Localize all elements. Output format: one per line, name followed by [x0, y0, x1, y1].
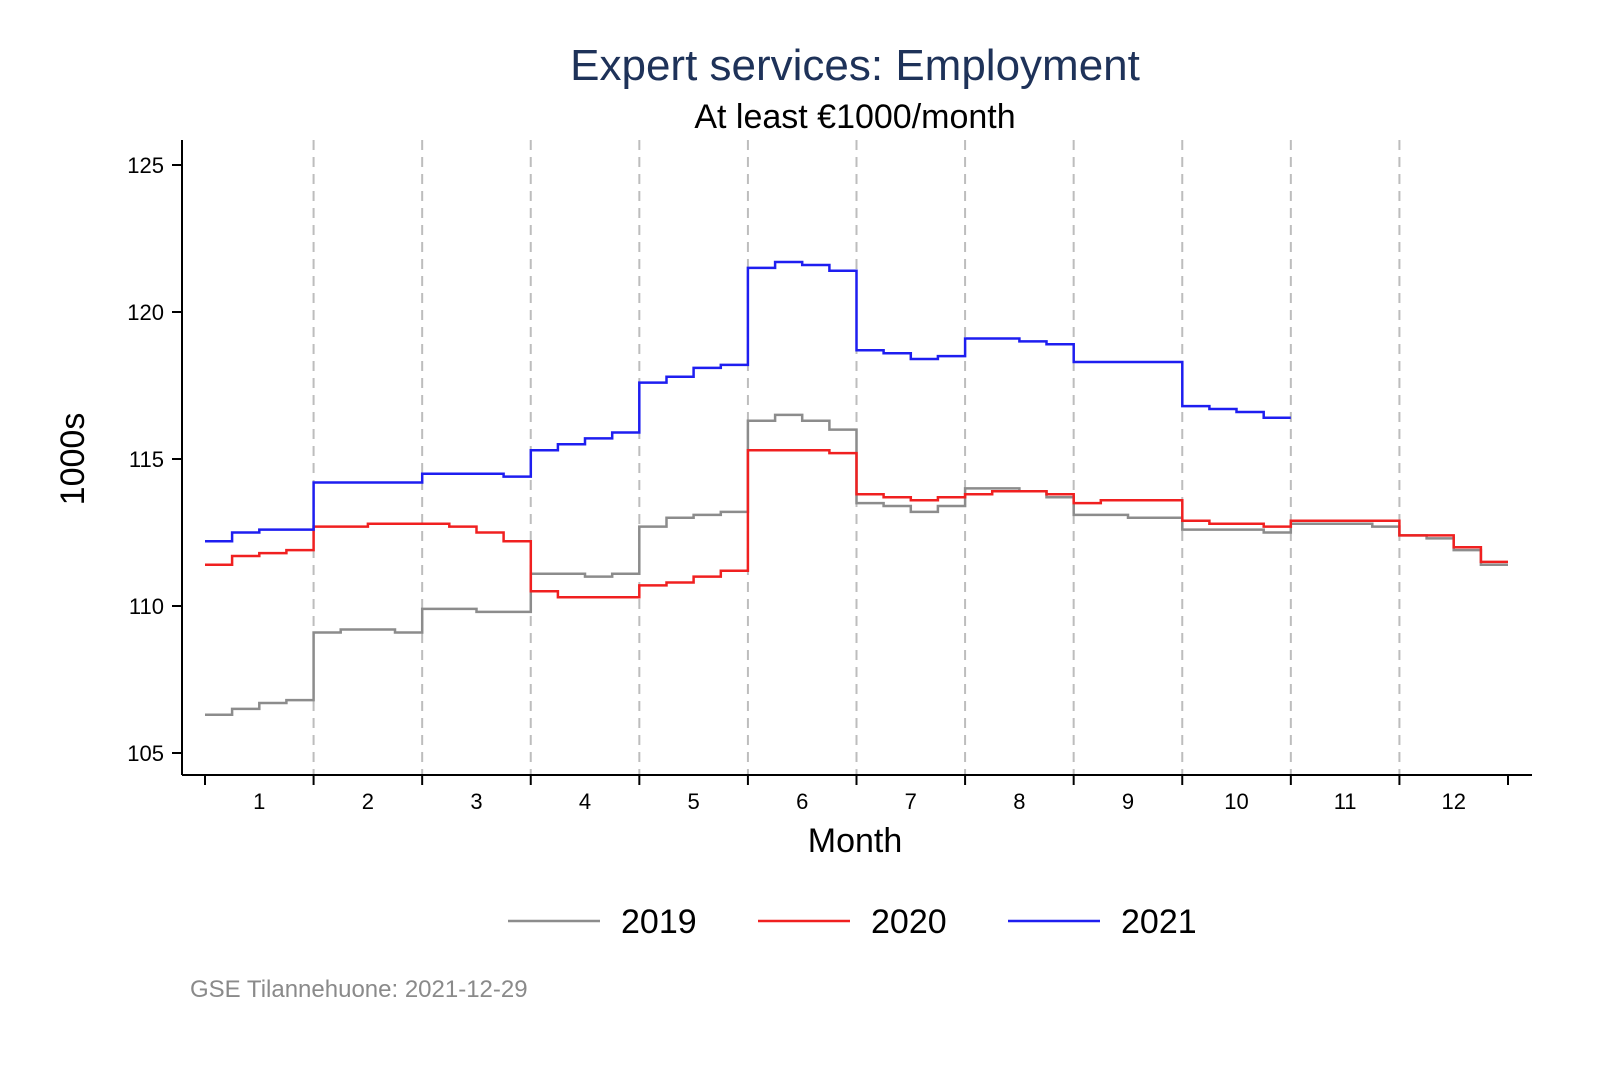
x-tick-label: 3: [470, 789, 482, 814]
y-tick-label: 105: [127, 741, 164, 766]
series-line-2021: [205, 260, 1291, 543]
legend-label-2019: 2019: [621, 903, 697, 941]
x-tick-label: 10: [1224, 789, 1248, 814]
source-note: GSE Tilannehuone: 2021-12-29: [190, 976, 528, 1003]
legend-label-2020: 2020: [871, 903, 947, 941]
series-line-2020: [205, 448, 1508, 599]
y-tick-label: 110: [129, 594, 164, 619]
x-tick-label: 4: [579, 789, 591, 814]
x-axis-title: Month: [808, 822, 903, 860]
x-tick-label: 6: [796, 789, 808, 814]
x-tick-label: 9: [1122, 789, 1134, 814]
x-axis: 1 2 3 4 5 6 7 8 9 10 11 12: [182, 774, 1532, 814]
chart-subtitle: At least €1000/month: [694, 98, 1015, 136]
series-lines: [205, 260, 1508, 717]
y-tick-label: 120: [127, 300, 164, 325]
y-axis-title: 1000s: [54, 413, 92, 506]
y-tick-label: 115: [129, 447, 164, 472]
y-axis: 105 110 115 120 125: [127, 140, 183, 775]
x-tick-label: 12: [1441, 789, 1465, 814]
x-tick-label: 5: [688, 789, 700, 814]
y-tick-label: 125: [127, 153, 164, 178]
month-separators: [312, 140, 1401, 775]
x-tick-label: 1: [253, 789, 265, 814]
series-line-2019: [205, 413, 1508, 717]
x-tick-label: 7: [905, 789, 917, 814]
x-tick-label: 8: [1013, 789, 1025, 814]
x-tick-label: 2: [362, 789, 374, 814]
legend: 2019 2020 2021: [508, 903, 1197, 941]
chart-title: Expert services: Employment: [570, 41, 1140, 90]
legend-label-2021: 2021: [1121, 903, 1197, 941]
x-tick-label: 11: [1334, 789, 1357, 814]
